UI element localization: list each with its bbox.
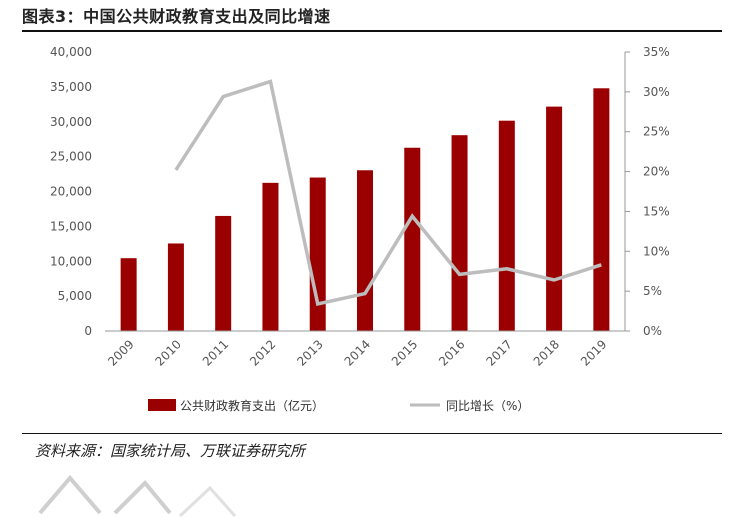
y-left-tick-label: 5,000 (58, 289, 92, 303)
x-tick-label: 2013 (294, 337, 325, 368)
y-right-tick-label: 20% (643, 165, 670, 179)
bar (168, 243, 184, 331)
bar (593, 88, 609, 331)
legend-swatch-bar (148, 399, 176, 411)
bar (546, 107, 562, 331)
y-left-tick-label: 30,000 (50, 115, 92, 129)
x-tick-label: 2011 (200, 337, 231, 368)
y-right-tick-label: 30% (643, 85, 670, 99)
y-right-tick-label: 10% (643, 244, 670, 258)
bar (499, 121, 515, 331)
line-series (176, 81, 602, 304)
y-axis-right: 0% 5% 10% 15% 20% 25% 30% 35% (625, 45, 670, 338)
legend: 公共财政教育支出（亿元） 同比增长（%） (148, 398, 529, 413)
legend-label-bar: 公共财政教育支出（亿元） (180, 398, 324, 413)
chart-svg: 0 5,000 10,000 15,000 20,000 25,000 30,000 35,0… (0, 0, 729, 488)
x-tick-label: 2015 (389, 337, 420, 368)
y-right-tick-label: 25% (643, 125, 670, 139)
bar (452, 135, 468, 331)
x-tick-label: 2017 (483, 337, 514, 368)
bar (262, 183, 278, 331)
watermark (30, 458, 250, 518)
growth-line (176, 81, 601, 303)
x-tick-label: 2019 (578, 337, 609, 368)
legend-label-line: 同比增长（%） (446, 399, 529, 413)
bar (215, 216, 231, 331)
y-left-tick-label: 10,000 (50, 254, 92, 268)
x-tick-label: 2010 (153, 337, 184, 368)
x-tick-label: 2014 (342, 337, 373, 368)
y-left-tick-label: 0 (84, 324, 92, 338)
y-right-tick-label: 0% (643, 324, 662, 338)
y-right-tick-label: 35% (643, 45, 670, 59)
x-tick-label: 2009 (105, 337, 136, 368)
bar (310, 178, 326, 331)
x-axis-labels: 2009 2010 2011 2012 2013 2014 2015 2016 2017 2018… (105, 337, 609, 368)
source-divider (22, 433, 722, 434)
x-tick-label: 2016 (436, 337, 467, 368)
y-left-tick-label: 20,000 (50, 185, 92, 199)
y-axis-left: 0 5,000 10,000 15,000 20,000 25,000 30,000 35,0… (50, 45, 92, 338)
y-left-tick-label: 40,000 (50, 45, 92, 59)
bar (404, 148, 420, 331)
y-left-tick-label: 25,000 (50, 150, 92, 164)
bar (357, 170, 373, 331)
y-left-tick-label: 15,000 (50, 219, 92, 233)
x-tick-label: 2018 (531, 337, 562, 368)
bar (121, 258, 137, 331)
x-tick-label: 2012 (247, 337, 278, 368)
y-left-tick-label: 35,000 (50, 80, 92, 94)
y-right-tick-label: 5% (643, 284, 662, 298)
y-right-tick-label: 15% (643, 204, 670, 218)
